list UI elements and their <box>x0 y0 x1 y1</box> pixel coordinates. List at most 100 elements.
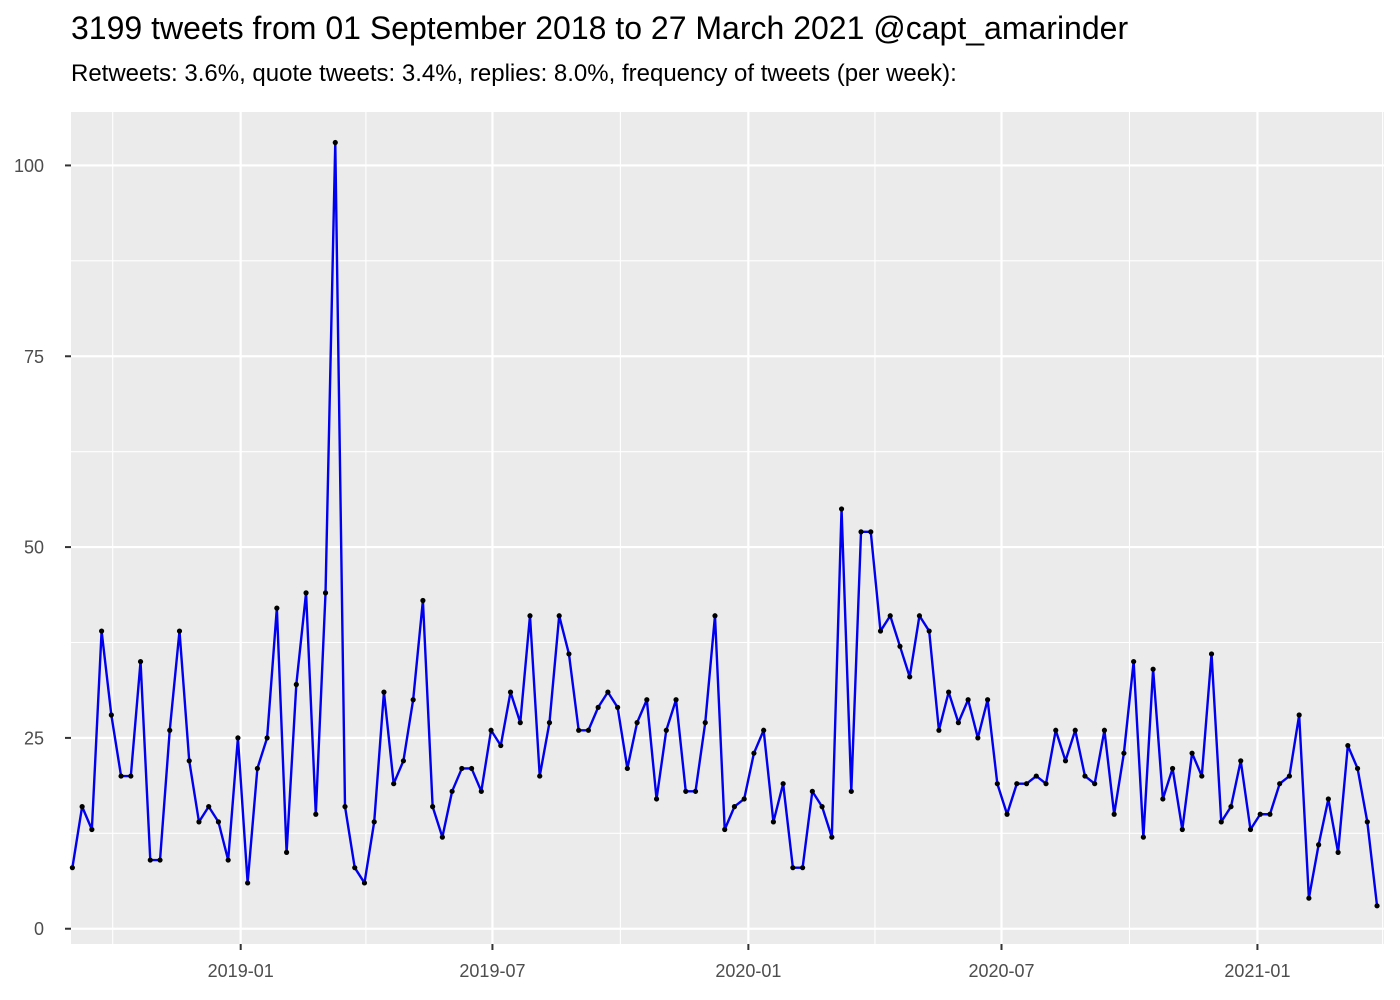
data-point <box>1364 819 1370 825</box>
chart-title: 3199 tweets from 01 September 2018 to 27… <box>71 10 1129 46</box>
data-point <box>1238 758 1244 764</box>
data-point <box>137 658 144 665</box>
data-point <box>430 804 436 810</box>
x-tick-label: 2020-07 <box>968 961 1034 981</box>
data-point <box>702 720 708 726</box>
y-tick-label: 75 <box>24 347 44 367</box>
data-point <box>1354 765 1361 772</box>
data-point <box>624 765 630 772</box>
data-point <box>254 765 260 772</box>
data-point <box>946 689 952 695</box>
x-tick-label: 2020-01 <box>715 961 781 981</box>
data-point <box>1316 842 1322 848</box>
data-point <box>761 727 767 733</box>
data-point <box>1189 750 1195 756</box>
data-point <box>692 788 699 794</box>
data-point <box>293 681 299 688</box>
data-point <box>585 727 592 733</box>
data-point <box>206 804 212 810</box>
data-point <box>877 628 884 634</box>
data-point <box>848 788 854 794</box>
data-point <box>1325 796 1331 802</box>
data-point <box>527 613 533 619</box>
data-point <box>342 804 348 810</box>
data-point <box>1062 758 1069 764</box>
data-point <box>186 758 192 764</box>
data-point <box>147 857 153 863</box>
data-point <box>907 674 913 680</box>
data-point <box>897 643 903 649</box>
data-point <box>1218 819 1224 825</box>
x-tick-label: 2019-01 <box>208 961 274 981</box>
data-point <box>809 788 815 794</box>
data-point <box>128 773 134 779</box>
data-point <box>1257 811 1263 817</box>
data-point <box>965 697 971 703</box>
data-point <box>1111 811 1117 817</box>
data-point <box>1296 712 1302 718</box>
data-point <box>381 689 387 695</box>
data-point <box>1247 826 1254 833</box>
data-point <box>176 628 183 634</box>
data-point <box>1033 773 1039 779</box>
data-point <box>556 613 562 619</box>
data-point <box>196 819 202 825</box>
data-point <box>926 628 932 634</box>
data-point <box>79 804 85 810</box>
data-point <box>303 590 309 596</box>
data-point <box>673 697 679 703</box>
data-point <box>332 139 338 146</box>
data-point <box>751 750 757 756</box>
data-point <box>1335 849 1341 856</box>
data-point <box>1228 804 1234 810</box>
data-point <box>1101 727 1108 733</box>
data-point <box>975 735 981 741</box>
data-point <box>468 765 475 772</box>
data-point <box>361 880 368 886</box>
data-point <box>819 804 825 810</box>
data-point <box>955 720 961 726</box>
axis-layer: 0 25 50 75 100 2019-01 2019-07 2020-01 2020-07 20… <box>14 156 1291 981</box>
data-point <box>1306 895 1312 901</box>
data-point <box>264 735 270 741</box>
x-tick-label: 2021-01 <box>1224 961 1290 981</box>
data-point <box>108 712 114 718</box>
data-point <box>439 834 445 840</box>
data-point <box>1043 781 1049 787</box>
data-point <box>838 506 845 512</box>
data-point <box>478 788 484 794</box>
data-point <box>420 597 426 604</box>
data-point <box>770 819 777 825</box>
data-point <box>1121 750 1127 756</box>
series-layer <box>69 139 1380 909</box>
data-point <box>722 826 728 833</box>
data-point <box>994 781 1000 787</box>
data-point <box>1004 811 1010 817</box>
x-tick-label: 2019-07 <box>459 961 525 981</box>
data-point <box>322 590 329 596</box>
data-point <box>653 796 660 802</box>
data-point <box>352 865 358 871</box>
data-point <box>546 720 553 726</box>
data-point <box>985 697 991 703</box>
data-point <box>683 788 689 794</box>
data-point <box>498 742 504 749</box>
data-point <box>576 727 582 733</box>
data-point <box>1092 781 1098 787</box>
data-point <box>1199 773 1205 779</box>
data-point <box>566 651 572 657</box>
data-point <box>1150 666 1156 672</box>
data-point <box>459 765 465 772</box>
data-point <box>1169 765 1176 772</box>
data-point <box>371 819 377 825</box>
data-point <box>449 788 455 794</box>
data-point <box>1277 781 1283 787</box>
data-point <box>99 628 105 634</box>
data-point <box>741 796 747 802</box>
data-point <box>167 727 173 733</box>
data-point <box>215 819 222 825</box>
data-point <box>829 834 835 840</box>
data-point <box>537 773 543 779</box>
data-point <box>800 865 806 871</box>
data-point <box>731 804 738 810</box>
